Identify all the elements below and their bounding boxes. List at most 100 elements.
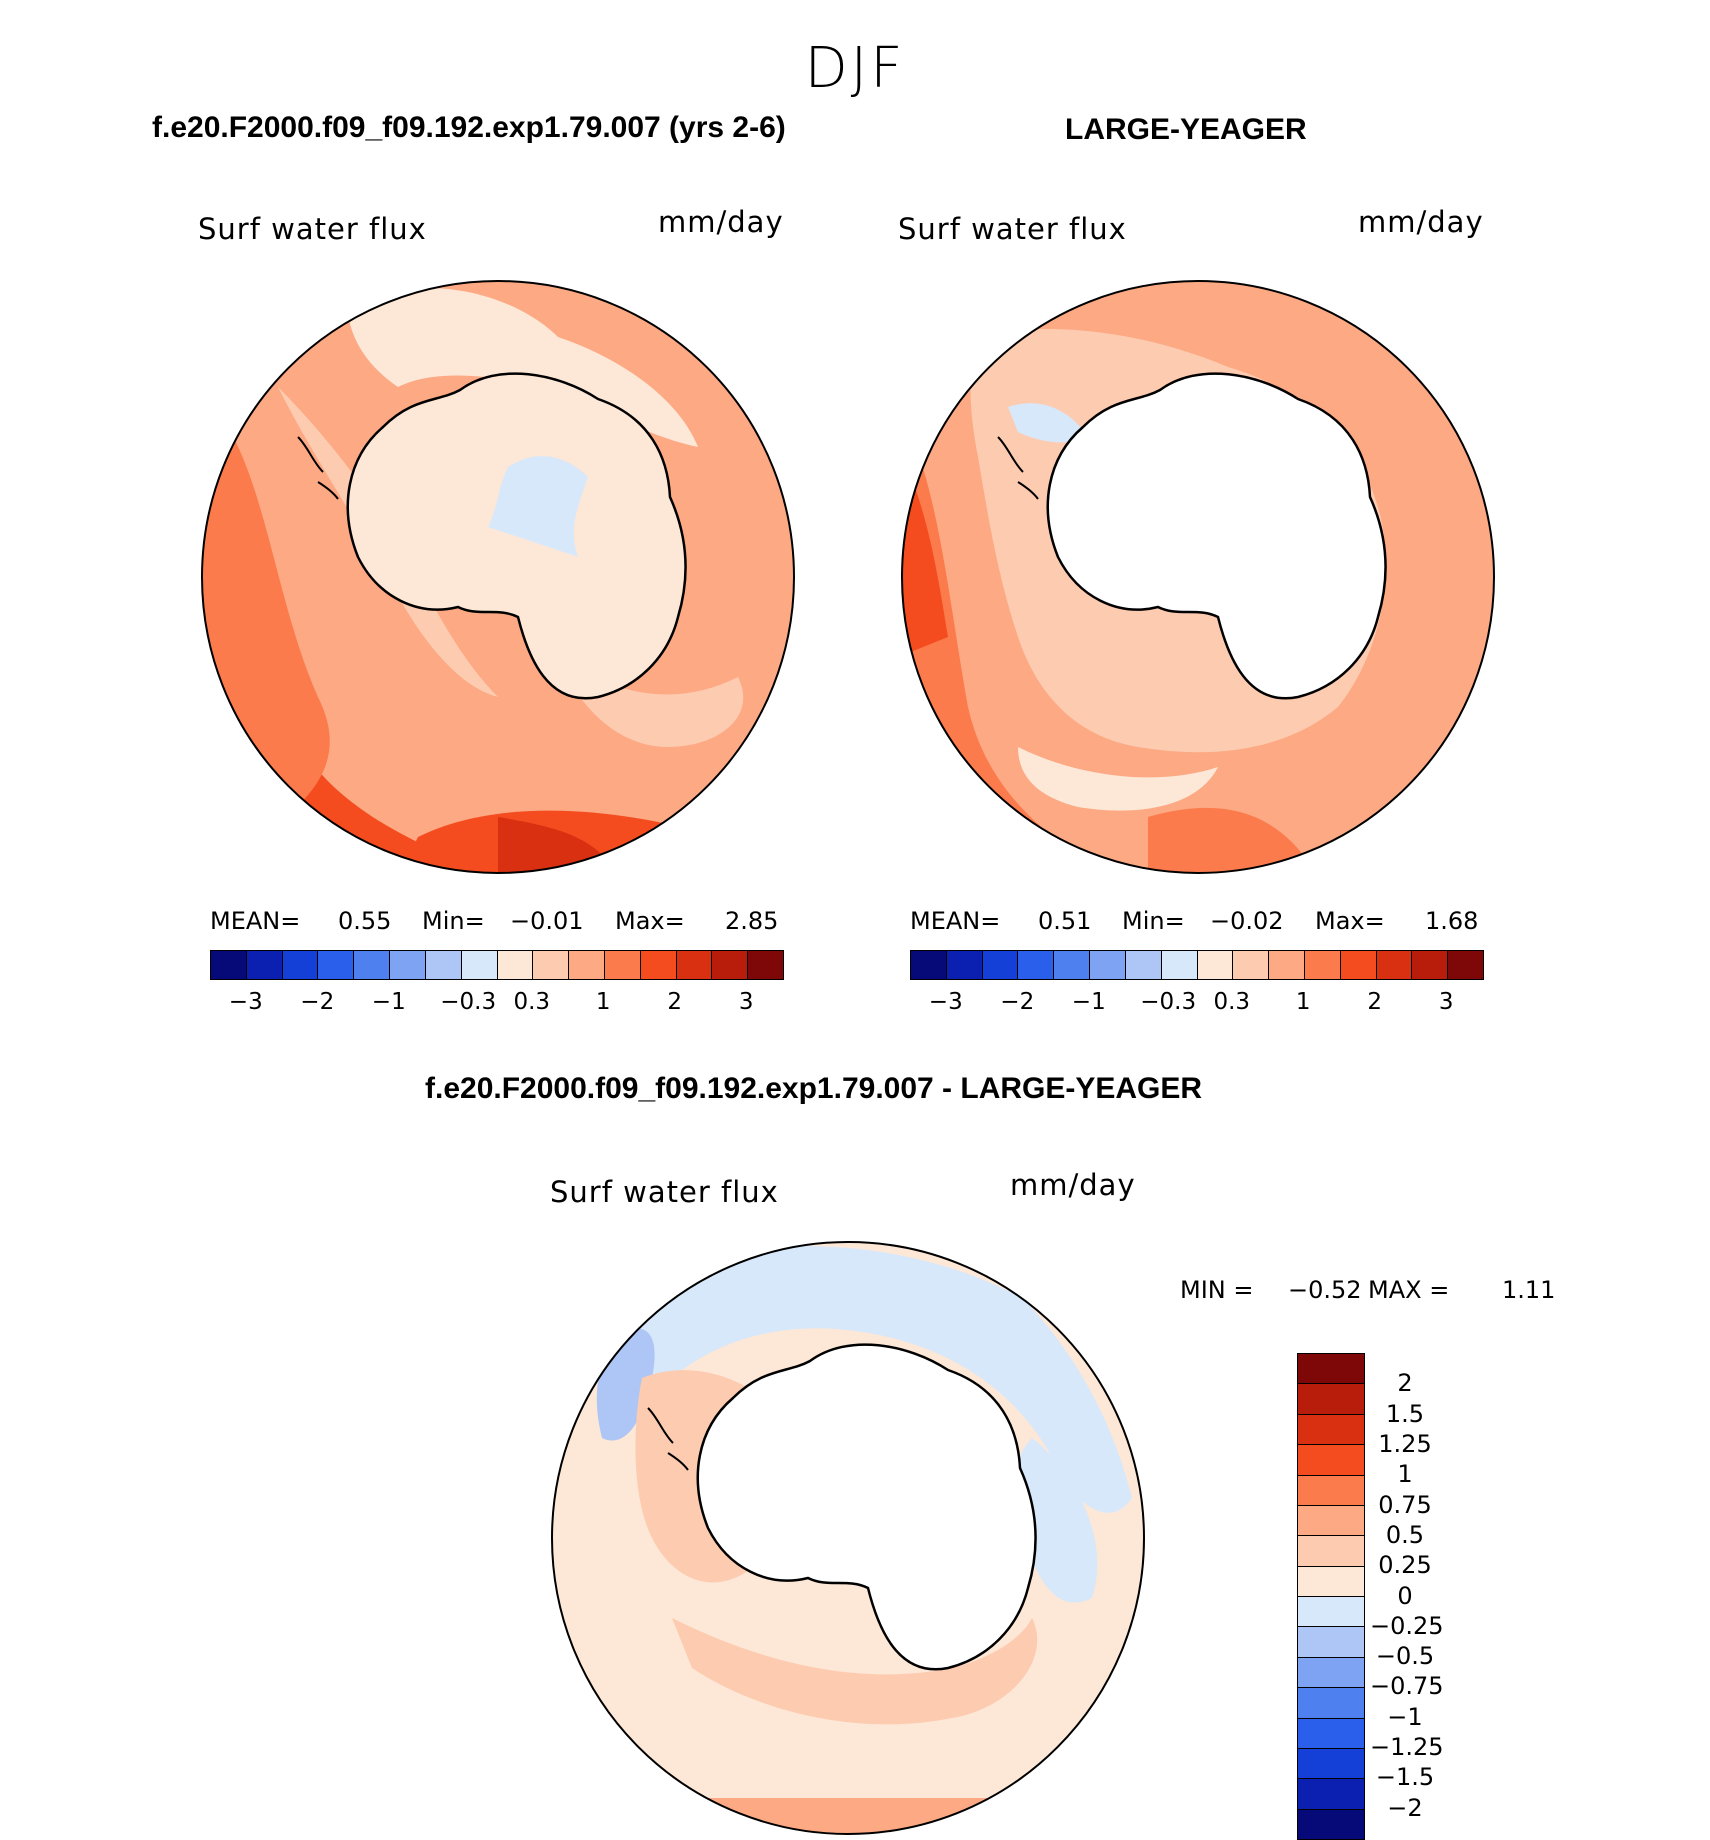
diff-colorbar-tick-label: 2 <box>1397 1369 1413 1398</box>
panel1-interior-negative <box>488 456 588 557</box>
diff-east-negative <box>1015 1438 1098 1603</box>
diff-colorbar-swatch <box>1298 1566 1364 1597</box>
panel2-variable-label: Surf water flux <box>898 212 1127 246</box>
panel2-light-patch-south <box>1018 747 1218 811</box>
colorbar-tick-label: −1 <box>371 989 406 1015</box>
diff-colorbar-swatch <box>1298 1748 1364 1780</box>
panel1-variable-label: Surf water flux <box>198 212 427 246</box>
colorbar-swatch <box>1412 951 1449 979</box>
colorbar-tick-label: 0.3 <box>513 989 551 1015</box>
colorbar-swatch <box>246 951 283 979</box>
panel2-units-label: mm/day <box>1358 205 1484 239</box>
colorbar-tick-label: −0.3 <box>440 989 497 1015</box>
panel2-map-border <box>901 280 1495 874</box>
colorbar-swatch <box>1054 951 1091 979</box>
diff-colorbar-swatch <box>1298 1809 1364 1839</box>
colorbar-swatch <box>1161 951 1198 979</box>
diff-colorbar-swatch <box>1298 1688 1364 1719</box>
diff-case-title: f.e20.F2000.f09_f09.192.exp1.79.007 - LA… <box>425 1072 1203 1105</box>
panel2-mean-value: 0.51 <box>1038 907 1092 935</box>
panel2-polar-map <box>901 280 1495 874</box>
colorbar-swatch <box>533 951 570 979</box>
colorbar-swatch <box>604 951 641 979</box>
colorbar-tick-label: −2 <box>1000 989 1035 1015</box>
diff-units-label: mm/day <box>1010 1168 1136 1202</box>
panel2-peninsula-coast <box>997 436 1039 500</box>
diff-colorbar-swatch <box>1298 1718 1364 1749</box>
colorbar-tick-label: −3 <box>928 989 963 1015</box>
colorbar-tick-label: 2 <box>667 989 683 1015</box>
panel1-units-label: mm/day <box>658 205 784 239</box>
panel1-light-patch <box>558 657 744 747</box>
colorbar-swatch <box>1090 951 1126 979</box>
panel2-min-value: −0.02 <box>1210 907 1284 935</box>
diff-south-positive <box>672 1618 1038 1725</box>
panel1-map-border <box>201 280 795 874</box>
diff-min-value: −0.52 <box>1288 1276 1362 1304</box>
colorbar-swatch <box>1197 951 1234 979</box>
colorbar-swatch <box>211 951 247 979</box>
diff-colorbar-tick-label: 0.25 <box>1378 1551 1432 1580</box>
diff-variable-label: Surf water flux <box>550 1175 779 1209</box>
colorbar-tick-label: 1 <box>1295 989 1311 1015</box>
diff-colorbar-swatch <box>1298 1475 1364 1506</box>
colorbar-swatch <box>1125 951 1162 979</box>
diff-polar-map <box>551 1241 1145 1835</box>
panel2-colorbar <box>910 950 1484 980</box>
diff-peninsula-coast <box>647 1407 689 1471</box>
diff-colorbar-swatch <box>1298 1627 1364 1658</box>
diff-antarctica <box>696 1343 1037 1671</box>
diff-colorbar-tick-label: −1.5 <box>1375 1763 1435 1792</box>
diff-colorbar-tick-label: 1.25 <box>1378 1429 1432 1458</box>
panel1-min-label: Min= <box>422 907 485 935</box>
colorbar-swatch <box>748 951 783 979</box>
colorbar-swatch <box>1340 951 1377 979</box>
panel1-colorbar <box>210 950 784 980</box>
panel1-max-value: 2.85 <box>725 907 779 935</box>
colorbar-swatch <box>911 951 947 979</box>
colorbar-tick-label: 2 <box>1367 989 1383 1015</box>
diff-colorbar-tick-label: −0.5 <box>1375 1642 1435 1671</box>
panel1-max-label: Max= <box>615 907 685 935</box>
panel1-mean-label: MEAN= <box>210 907 301 935</box>
colorbar-swatch <box>569 951 605 979</box>
colorbar-tick-label: 1 <box>595 989 611 1015</box>
colorbar-swatch <box>497 951 534 979</box>
colorbar-swatch <box>390 951 426 979</box>
panel2-mean-label: MEAN= <box>910 907 1001 935</box>
diff-colorbar-swatch <box>1298 1445 1364 1476</box>
panel2-case-title: LARGE-YEAGER <box>1065 113 1307 146</box>
colorbar-swatch <box>712 951 749 979</box>
colorbar-swatch <box>1448 951 1483 979</box>
colorbar-swatch <box>1376 951 1413 979</box>
diff-colorbar-tick-label: 0.75 <box>1378 1490 1432 1519</box>
colorbar-swatch <box>676 951 713 979</box>
diff-min-label: MIN = <box>1180 1276 1254 1304</box>
diff-colorbar-swatch <box>1298 1779 1364 1810</box>
diff-colorbar-tick-label: −0.25 <box>1370 1611 1444 1640</box>
colorbar-tick-label: 3 <box>738 989 754 1015</box>
colorbar-swatch <box>1233 951 1270 979</box>
season-title: DJF <box>804 36 906 101</box>
colorbar-tick-label: −0.3 <box>1140 989 1197 1015</box>
panel1-min-value: −0.01 <box>510 907 584 935</box>
colorbar-swatch <box>946 951 983 979</box>
colorbar-tick-label: −1 <box>1071 989 1106 1015</box>
diff-colorbar <box>1297 1353 1365 1840</box>
panel2-max-label: Max= <box>1315 907 1385 935</box>
diff-colorbar-tick-label: −2 <box>1387 1793 1423 1822</box>
panel2-south-band <box>1148 807 1318 873</box>
diff-colorbar-tick-label: −1 <box>1387 1702 1423 1731</box>
colorbar-swatch <box>1304 951 1341 979</box>
panel1-case-title: f.e20.F2000.f09_f09.192.exp1.79.007 (yrs… <box>152 111 786 144</box>
colorbar-swatch <box>640 951 677 979</box>
diff-north-negative <box>602 1245 1132 1513</box>
colorbar-swatch <box>282 951 319 979</box>
colorbar-swatch <box>1269 951 1305 979</box>
diff-max-label: MAX = <box>1368 1276 1450 1304</box>
colorbar-swatch <box>1018 951 1055 979</box>
diff-south-band <box>702 1798 992 1834</box>
panel1-mean-value: 0.55 <box>338 907 392 935</box>
colorbar-swatch <box>461 951 498 979</box>
diff-colorbar-tick-label: 1 <box>1397 1460 1413 1489</box>
